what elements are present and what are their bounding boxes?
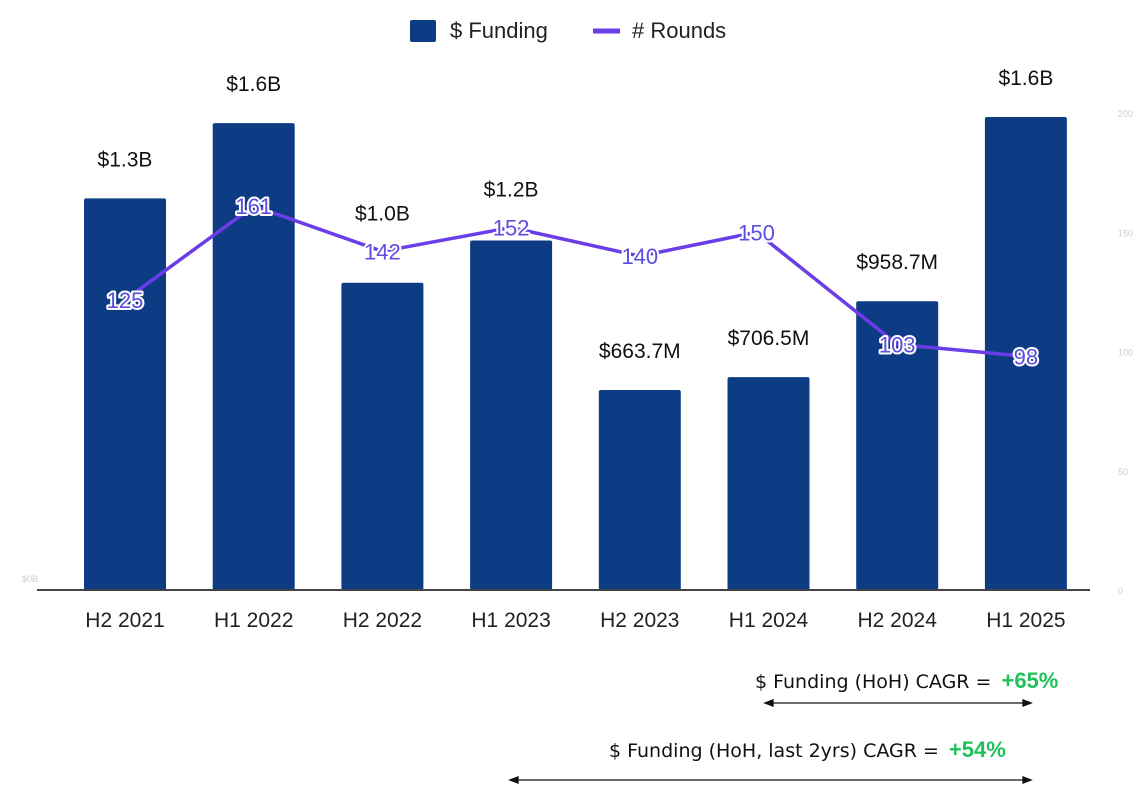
bar — [598, 390, 681, 590]
bar — [470, 240, 553, 591]
x-tick-label: H1 2025 — [986, 609, 1065, 632]
annotation-2yr-cagr-value: +54% — [948, 737, 1006, 762]
x-tick-label: H2 2021 — [85, 609, 164, 632]
bar-data-label: $706.5M — [728, 327, 810, 350]
bar — [856, 301, 939, 590]
legend-label-funding: $ Funding — [450, 18, 548, 43]
right-y-tick-label: 50 — [1118, 467, 1128, 477]
right-y-tick-label: 150 — [1118, 228, 1133, 238]
bar-data-label: $958.7M — [856, 251, 938, 274]
annotation-2yr-cagr-text: $ Funding (HoH, last 2yrs) CAGR = — [609, 740, 939, 762]
bar-data-label: $1.0B — [355, 203, 410, 226]
bar-data-label: $1.3B — [98, 148, 153, 171]
legend: $ Funding # Rounds — [410, 18, 726, 43]
rounds-data-label: 150 — [738, 220, 775, 245]
rounds-data-label: 125 — [107, 288, 144, 313]
bar — [984, 117, 1067, 590]
rounds-data-label: 103 — [879, 332, 916, 357]
bar — [341, 282, 424, 590]
rounds-data-label: 152 — [493, 215, 530, 240]
annotation-hoh-cagr-text: $ Funding (HoH) CAGR = — [755, 671, 992, 693]
rounds-data-label: 98 — [1014, 344, 1038, 369]
x-tick-label: H2 2023 — [600, 609, 679, 632]
annotation-arrows — [508, 699, 1033, 784]
left-y-tick-label: $0B — [22, 574, 38, 584]
arrow-hoh-cagr — [763, 699, 1033, 707]
bar-data-label: $663.7M — [599, 340, 681, 363]
x-tick-label: H1 2023 — [471, 609, 550, 632]
bar-data-label: $1.2B — [484, 179, 539, 202]
bar-data-label: $1.6B — [998, 67, 1053, 90]
x-tick-label: H2 2022 — [343, 609, 422, 632]
rounds-data-label: 142 — [364, 239, 401, 264]
bar — [212, 123, 295, 590]
bar — [84, 198, 166, 590]
legend-swatch-funding — [410, 20, 436, 42]
x-tick-label: H2 2024 — [857, 609, 937, 632]
right-y-tick-label: 0 — [1118, 586, 1123, 596]
annotation-hoh-cagr-value: +65% — [1001, 668, 1059, 693]
right-y-tick-label: 100 — [1118, 348, 1133, 358]
rounds-data-label: 161 — [235, 194, 272, 219]
bar-data-label: $1.6B — [226, 73, 281, 96]
x-tick-label: H1 2022 — [214, 609, 293, 632]
bar — [727, 377, 810, 590]
x-tick-label: H1 2024 — [729, 609, 809, 632]
right-y-tick-label: 200 — [1118, 109, 1133, 119]
arrow-2yr-cagr — [508, 776, 1033, 784]
rounds-data-label: 140 — [621, 244, 658, 269]
annotation-hoh-cagr: $ Funding (HoH) CAGR = +65% — [755, 668, 1058, 694]
legend-label-rounds: # Rounds — [632, 18, 726, 43]
annotation-2yr-cagr: $ Funding (HoH, last 2yrs) CAGR = +54% — [609, 737, 1006, 763]
rounds-line — [123, 204, 1027, 359]
